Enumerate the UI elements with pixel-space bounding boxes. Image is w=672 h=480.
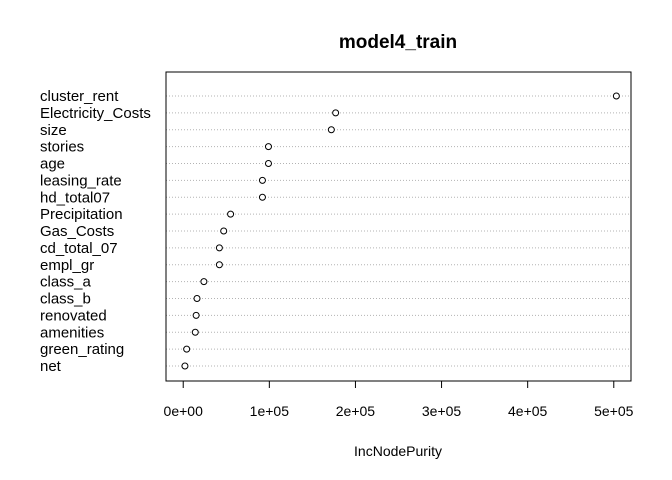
data-point <box>215 261 223 269</box>
x-tick-label: 5e+05 <box>594 403 634 419</box>
category-label: cd_total_07 <box>40 240 118 257</box>
category-label: renovated <box>40 307 107 324</box>
data-point <box>612 92 620 100</box>
category-label: class_a <box>40 274 92 291</box>
data-point <box>181 362 189 370</box>
data-point <box>227 210 235 218</box>
plot-frame <box>165 71 632 382</box>
data-point <box>264 143 272 151</box>
data-point <box>193 295 201 302</box>
category-label: leasing_rate <box>40 172 122 189</box>
data-point <box>332 109 340 117</box>
data-point <box>192 311 200 319</box>
category-labels: cluster_rentElectricity_Costssizestories… <box>40 88 151 375</box>
x-tick-label: 2e+05 <box>336 403 376 419</box>
grid-lines <box>166 95 631 367</box>
data-point <box>215 244 223 252</box>
category-label: Gas_Costs <box>40 223 114 240</box>
chart-title: model4_train <box>339 32 457 53</box>
x-tick-label: 3e+05 <box>422 403 462 419</box>
data-point <box>258 193 266 201</box>
data-point <box>183 345 191 353</box>
category-label: Precipitation <box>40 206 123 223</box>
data-points <box>181 92 620 370</box>
category-label: empl_gr <box>40 257 94 274</box>
category-label: age <box>40 156 65 173</box>
x-tick-label: 4e+05 <box>508 403 548 419</box>
data-point <box>258 176 266 184</box>
category-label: green_rating <box>40 341 124 358</box>
category-label: amenities <box>40 324 104 341</box>
data-point <box>220 227 228 235</box>
category-label: cluster_rent <box>40 88 119 105</box>
category-label: size <box>40 122 67 139</box>
data-point <box>200 278 208 286</box>
data-point <box>264 160 272 167</box>
data-point <box>191 328 199 336</box>
data-point <box>327 126 335 134</box>
category-label: hd_total07 <box>40 189 110 206</box>
category-label: net <box>40 358 62 375</box>
x-tick-label: 0e+00 <box>164 403 204 419</box>
x-tick-label: 1e+05 <box>250 403 290 419</box>
x-axis-label: IncNodePurity <box>354 443 442 459</box>
category-label: class_b <box>40 291 91 308</box>
category-label: Electricity_Costs <box>40 105 151 122</box>
category-label: stories <box>40 139 84 156</box>
x-axis: 0e+00 1e+05 2e+05 3e+05 4e+05 5e+05 <box>164 380 634 419</box>
